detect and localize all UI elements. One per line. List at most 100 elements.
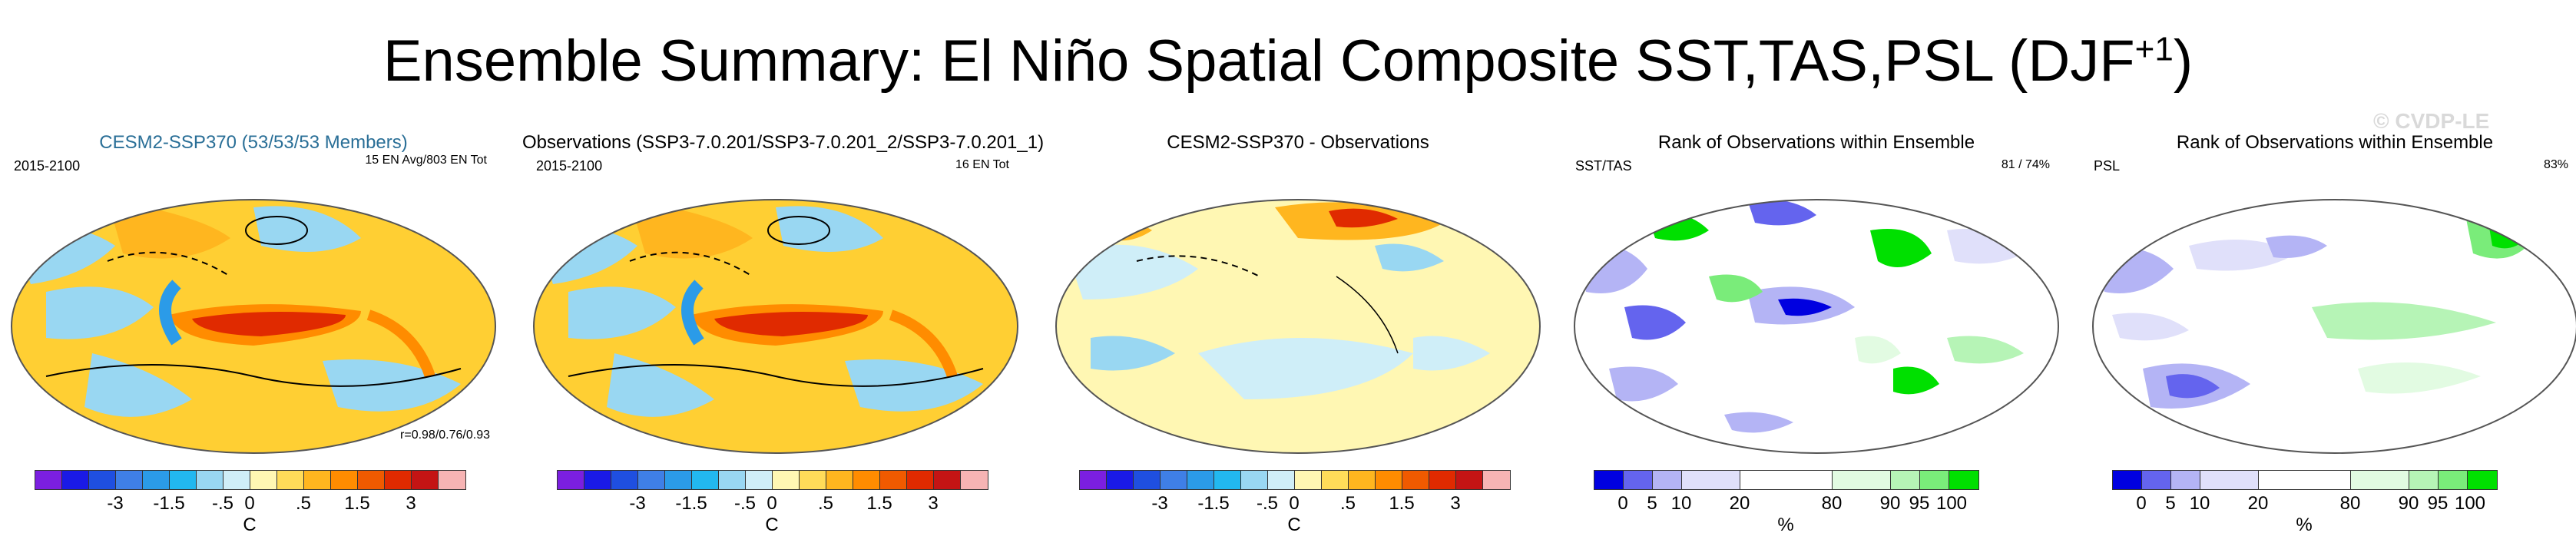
colorbar-tick: -1.5 [675,493,707,514]
count-label: 15 EN Avg/803 EN Tot [365,154,487,167]
percent-label: 83% [2543,158,2568,171]
map-rank-sst-tas [1574,199,2059,454]
colorbar-tick: 0 [244,493,255,514]
panel-title: Observations (SSP3-7.0.201/SSP3-7.0.201_… [522,132,1045,153]
colorbar-tick: 5 [2165,493,2176,514]
colorbar-tick: -.5 [733,493,757,514]
colorbar-swatch [1107,471,1134,489]
colorbar-swatch [331,471,358,489]
colorbar-tick: 100 [2454,493,2486,514]
figure-title: Ensemble Summary: El Niño Spatial Compos… [382,28,2194,94]
colorbar-swatch [2439,471,2468,489]
colorbar-tick: 20 [2247,493,2269,514]
panel-title: Rank of Observations within Ensemble [2176,132,2494,153]
colorbar [2112,470,2498,490]
colorbar-tick: 0 [767,493,777,514]
colorbar-unit: C [243,515,257,535]
colorbar-swatch [1322,471,1349,489]
colorbar-tick: -3 [1151,493,1168,514]
colorbar-swatch [1268,471,1295,489]
panel-title: Rank of Observations within Ensemble [1657,132,1975,153]
panel-title: CESM2-SSP370 - Observations [1167,132,1429,153]
colorbar-tick: 100 [1935,493,1968,514]
colorbar-swatch [853,471,880,489]
colorbar-tick: 10 [1670,493,1692,514]
colorbar-tick: 90 [1879,493,1901,514]
colorbar-swatch [2142,471,2171,489]
colorbar-swatch [1594,471,1624,489]
colorbar-swatch [170,471,197,489]
colorbar-swatch [1241,471,1268,489]
colorbar-swatch [1402,471,1429,489]
colorbar-swatch [2409,471,2439,489]
colorbar-swatch [116,471,143,489]
colorbar-tick: 0 [1617,493,1628,514]
colorbar [557,470,988,490]
watermark: © CVDP-LE [2373,109,2490,133]
colorbar-swatch [1080,471,1107,489]
colorbar-swatch [1653,471,1682,489]
correlation-label: r=0.98/0.76/0.93 [400,429,490,442]
colorbar-swatch [2468,471,2497,489]
colorbar-swatch [1949,471,1978,489]
colorbar [1079,470,1511,490]
colorbar-swatch [89,471,116,489]
colorbar-swatch [1376,471,1402,489]
colorbar-swatch [2200,471,2259,489]
map-rank-psl [2092,199,2576,454]
colorbar-swatch [1134,471,1161,489]
colorbar-tick: 3 [1450,493,1461,514]
colorbar-swatch [1624,471,1653,489]
colorbar-swatch [439,471,465,489]
colorbar-swatch [584,471,611,489]
colorbar-swatch [826,471,853,489]
colorbar-swatch [2113,471,2142,489]
colorbar-tick: 10 [2189,493,2210,514]
colorbar-swatch [2351,471,2409,489]
colorbar-tick: 3 [406,493,416,514]
colorbar-swatch [1682,471,1740,489]
colorbar-swatch [746,471,773,489]
colorbar-swatch [1295,471,1322,489]
colorbar-tick: .5 [817,493,834,514]
map-observations [533,199,1018,454]
colorbar [35,470,466,490]
colorbar [1594,470,1979,490]
colorbar-tick: -3 [629,493,646,514]
colorbar-swatch [907,471,934,489]
colorbar-swatch [558,471,584,489]
colorbar-swatch [2171,471,2200,489]
panel-rank-sst-tas: Rank of Observations within Ensemble SST… [1563,123,2070,553]
colorbar-tick: -.5 [211,493,234,514]
period-label: 2015-2100 [536,158,603,174]
colorbar-swatch [304,471,331,489]
colorbar-swatch [62,471,89,489]
colorbar-swatch [412,471,439,489]
colorbar-swatch [1891,471,1920,489]
colorbar-tick: 1.5 [344,493,370,514]
colorbar-unit: % [1777,515,1794,535]
period-label: 2015-2100 [14,158,81,174]
panel-title: CESM2-SSP370 (53/53/53 Members) [99,132,408,153]
percent-label: 81 / 74% [2001,158,2050,171]
colorbar-swatch [358,471,385,489]
panel-difference: CESM2-SSP370 - Observations [1045,123,1551,553]
colorbar-tick: -.5 [1256,493,1279,514]
panel-rank-psl: Rank of Observations within Ensemble PSL… [2081,123,2576,553]
colorbar-swatch [1833,471,1891,489]
variable-label: SST/TAS [1575,158,1632,174]
colorbar-swatch [1740,471,1833,489]
colorbar-swatch [1214,471,1241,489]
colorbar-tick: .5 [1339,493,1356,514]
colorbar-tick: 95 [1909,493,1930,514]
variable-label: PSL [2094,158,2121,174]
colorbar-swatch [692,471,719,489]
colorbar-swatch [223,471,250,489]
panel-observations: Observations (SSP3-7.0.201/SSP3-7.0.201_… [522,123,1045,553]
colorbar-tick: .5 [295,493,312,514]
count-label: 16 EN Tot [955,158,1009,171]
panel-model: CESM2-SSP370 (53/53/53 Members) 2015-210… [0,123,507,553]
colorbar-swatch [1187,471,1214,489]
map-difference [1055,199,1541,454]
colorbar-tick: 0 [2136,493,2147,514]
